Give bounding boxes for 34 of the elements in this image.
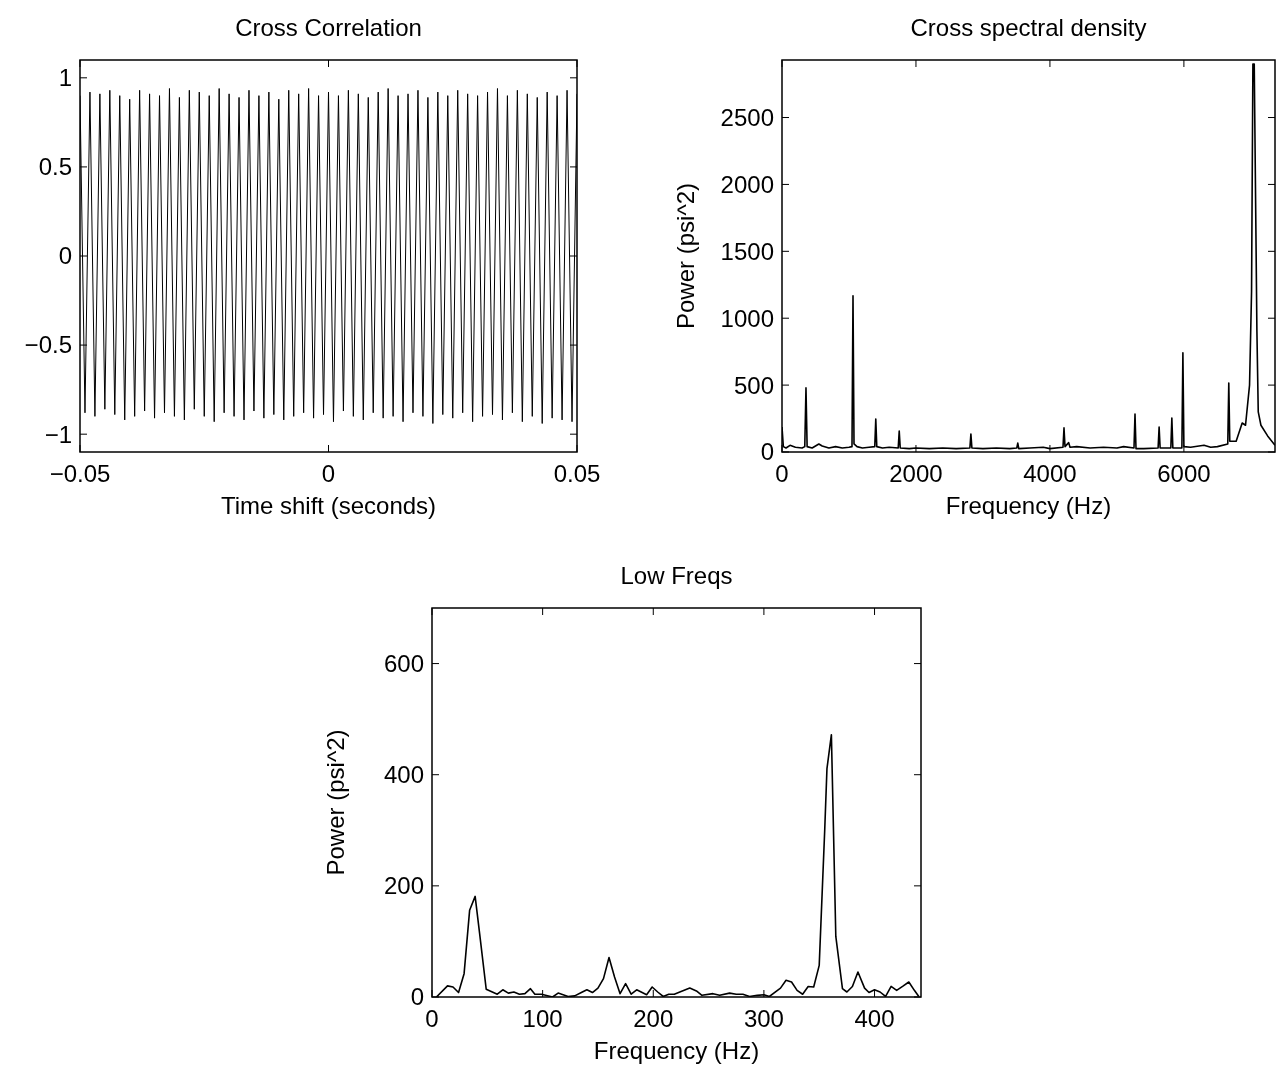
y-tick-label: 1500 <box>720 237 774 265</box>
y-tick-label: 1000 <box>720 304 774 332</box>
x-tick-label: 400 <box>854 1005 895 1032</box>
y-tick-label: 1 <box>58 64 72 92</box>
x-axis-title: Time shift (seconds) <box>220 492 437 519</box>
x-tick-label: 0 <box>321 460 336 487</box>
chart-title: Low Freqs <box>620 562 733 589</box>
x-axis-title: Frequency (Hz) <box>593 1037 760 1064</box>
x-tick-label: 2000 <box>889 460 943 487</box>
y-tick-label: 0 <box>410 983 424 1011</box>
line-series <box>782 63 1275 450</box>
x-axis-title: Frequency (Hz) <box>945 492 1112 519</box>
y-tick-label: 400 <box>383 761 424 789</box>
y-tick-label: 2500 <box>720 103 774 131</box>
x-tick-label: 200 <box>633 1005 674 1032</box>
y-axis-title: Power (psi^2) <box>322 729 349 876</box>
chart-title: Cross Correlation <box>235 14 422 41</box>
y-axis-title: Power (psi^2) <box>672 183 699 329</box>
y-tick-label: 0 <box>760 438 774 466</box>
y-tick-label: −1 <box>44 420 72 448</box>
chart-title: Cross spectral density <box>910 14 1147 41</box>
x-tick-label: 0.05 <box>553 460 601 487</box>
y-tick-label: 0.5 <box>38 153 72 181</box>
y-tick-label: 2000 <box>720 170 774 198</box>
y-tick-label: 600 <box>383 649 424 677</box>
y-tick-label: 200 <box>383 872 424 900</box>
y-tick-label: 500 <box>733 371 774 399</box>
x-tick-label: 4000 <box>1023 460 1077 487</box>
x-tick-label: 300 <box>743 1005 784 1032</box>
x-tick-label: −0.05 <box>49 460 111 487</box>
y-tick-label: −0.5 <box>24 331 72 359</box>
y-tick-label: 0 <box>58 242 72 270</box>
x-tick-label: 6000 <box>1157 460 1211 487</box>
x-tick-label: 100 <box>522 1005 563 1032</box>
